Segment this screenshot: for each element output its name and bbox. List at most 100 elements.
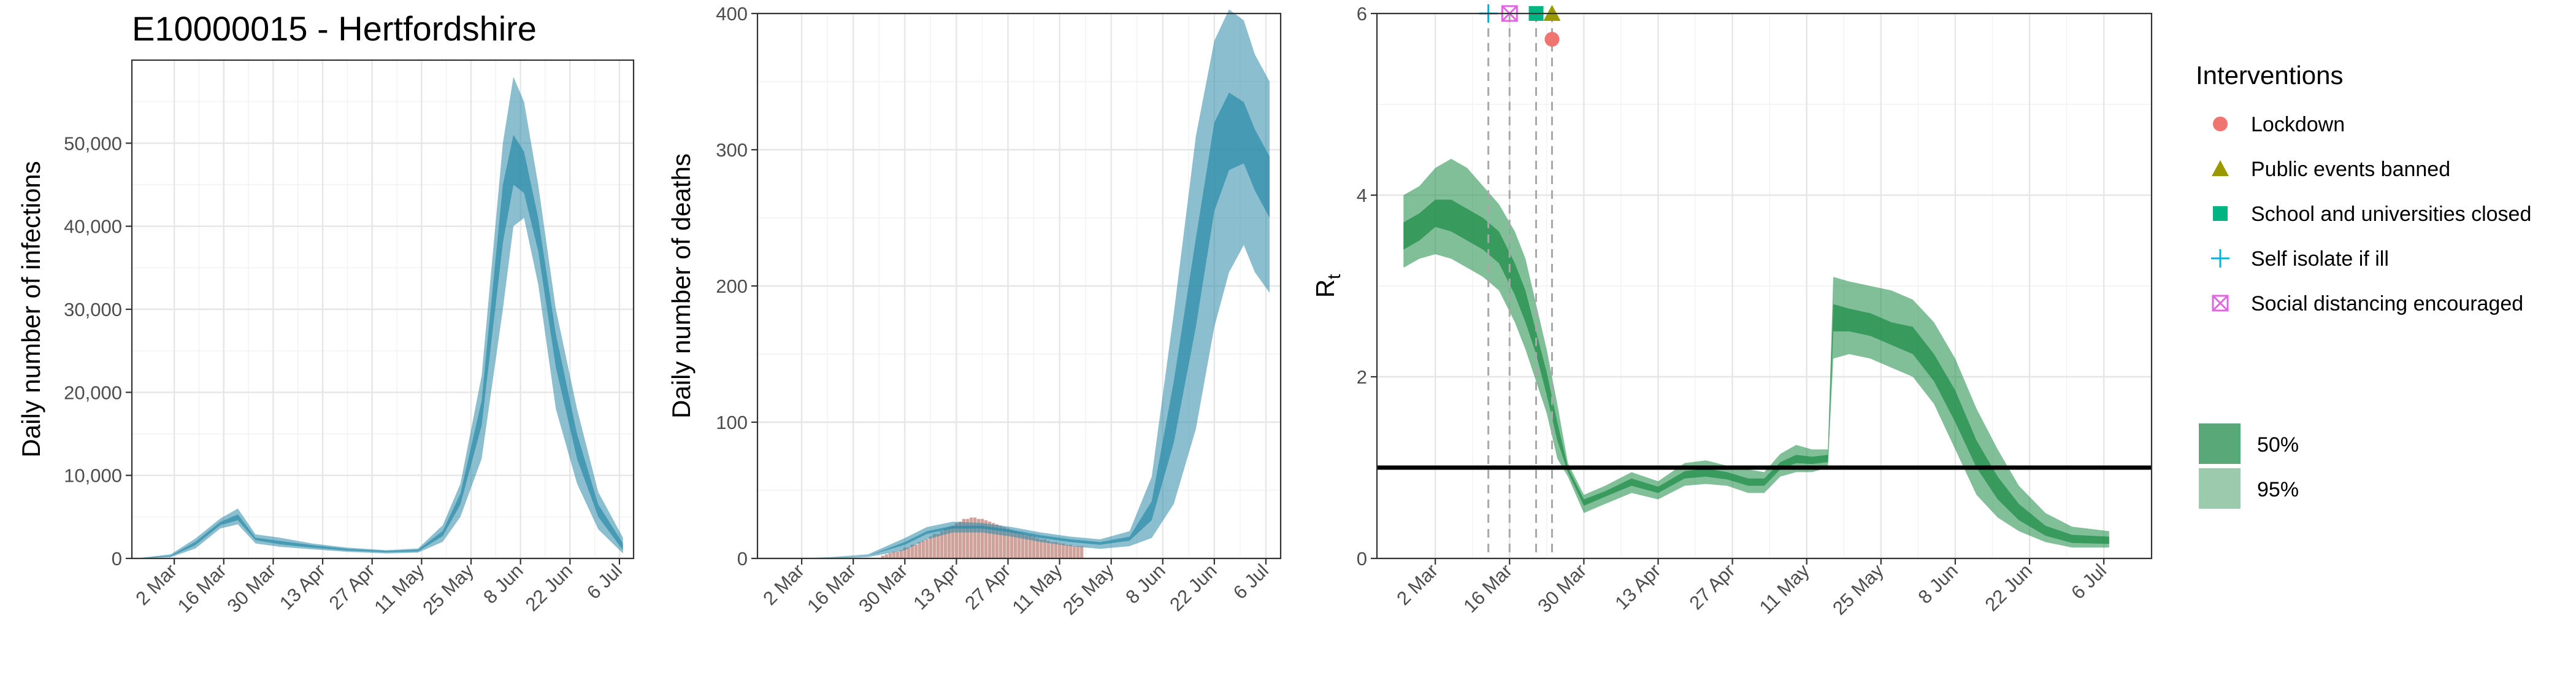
legend-title: Interventions [2196,61,2343,90]
legend-swatch [2199,423,2241,464]
death-bar [932,534,937,558]
x-tick-label: 6 Jul [583,560,626,603]
x-tick-label: 11 May [1755,560,1814,618]
death-bar [1006,528,1010,558]
x-tick-label: 22 Jun [521,560,577,615]
death-bar [925,539,929,558]
legend-marker [2213,206,2228,221]
death-bar [1061,543,1065,558]
death-bar [936,534,940,558]
death-bar [984,520,988,558]
death-bar [884,554,888,558]
y-tick-label: 4 [1357,185,1367,206]
y-tick-label: 200 [716,276,748,297]
death-bar [995,524,999,558]
x-tick-label: 25 May [418,560,478,619]
death-bar [1043,539,1047,558]
y-tick-label: 0 [1357,548,1367,569]
x-tick-label: 27 Apr [960,560,1014,614]
x-tick-label: 13 Apr [1611,560,1665,614]
death-bar [943,528,948,558]
x-tick-label: 6 Jul [1229,560,1273,603]
intervention-marker [1544,32,1560,47]
death-bar [903,547,907,558]
x-tick-label: 30 Mar [223,560,280,617]
death-bar [1035,538,1040,558]
death-bar [1076,546,1080,558]
y-tick-label: 0 [112,548,122,569]
y-axis-title: Daily number of infections [17,161,45,457]
death-bar [969,517,973,558]
legend-label: Social distancing encouraged [2251,292,2523,315]
y-tick-label: 20,000 [64,382,122,403]
legend-label: Self isolate if ill [2251,247,2389,271]
death-bar [954,523,959,558]
y-axis-title: Daily number of deaths [667,153,696,419]
death-bar [973,517,977,558]
death-bar [991,523,995,558]
y-tick-label: 100 [716,412,748,433]
death-bar [987,522,992,558]
band-50 [1403,199,2109,544]
x-tick-label: 11 May [1008,560,1067,618]
x-tick-label: 27 Apr [1685,560,1739,614]
x-tick-label: 8 Jun [1121,560,1169,608]
legend: Interventions Lockdown Public events banne… [2196,61,2531,509]
legend-marker-cross [2212,295,2229,312]
death-bar [892,551,895,558]
death-bar [1050,542,1054,558]
legend-label: 50% [2257,433,2299,457]
x-tick-label: 22 Jun [1980,560,2036,615]
death-bar [1010,530,1014,558]
death-bar [962,519,966,558]
death-bar [1013,531,1018,558]
x-tick-label: 25 May [1828,560,1888,619]
band-95 [1403,158,2109,548]
death-bar [1057,543,1062,558]
death-bar [918,542,922,558]
y-tick-label: 0 [737,548,748,569]
x-tick-label: 2 Mar [1392,560,1442,609]
x-tick-label: 16 Mar [1459,560,1516,617]
death-bar [921,541,926,558]
y-tick-label: 40,000 [64,216,122,237]
death-bar [1028,535,1032,558]
x-tick-label: 30 Mar [1533,560,1590,617]
legend-label: Lockdown [2251,113,2345,136]
legend-swatch [2199,468,2241,509]
x-tick-label: 2 Mar [759,560,808,609]
band-95 [761,9,1270,559]
death-bar [895,551,899,558]
x-tick-label: 27 Apr [325,560,379,614]
legend-marker [2211,249,2229,268]
death-bar [958,522,962,558]
y-tick-label: 400 [716,3,748,25]
death-bar [1024,535,1029,558]
band-50 [135,134,623,559]
x-tick-label: 6 Jul [2067,560,2110,603]
x-tick-label: 8 Jun [479,560,527,608]
death-bar [1065,544,1069,558]
x-tick-label: 13 Apr [909,560,963,614]
figure-title: E10000015 - Hertfordshire [132,9,537,48]
death-bar [1021,534,1025,558]
x-tick-label: 13 Apr [275,560,329,614]
death-bar [899,550,903,558]
x-tick-label: 11 May [370,560,428,618]
death-bar [1072,546,1076,558]
x-tick-label: 22 Jun [1165,560,1221,615]
legend-marker [2212,295,2229,312]
legend-label: School and universities closed [2251,203,2531,226]
death-bar [1039,539,1043,558]
y-tick-label: 6 [1357,3,1367,25]
band-50 [761,92,1270,559]
death-bar [976,519,981,558]
x-tick-label: 30 Mar [854,560,911,617]
death-bar [951,525,955,558]
y-tick-label: 300 [716,139,748,161]
y-tick-label: 2 [1357,366,1367,388]
death-bar [929,536,933,558]
death-bar [999,525,1003,558]
legend-label: Public events banned [2251,158,2450,181]
